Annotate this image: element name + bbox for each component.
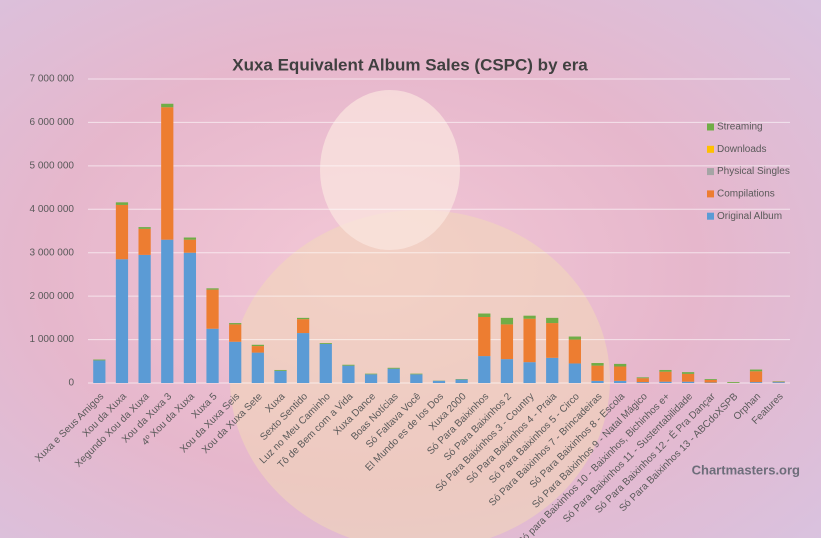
- bar-segment: [546, 317, 559, 324]
- background-figure: [320, 90, 460, 250]
- bar-segment: [138, 227, 151, 229]
- bar-segment: [500, 359, 514, 383]
- bar-segment: [591, 380, 604, 383]
- legend-swatch: [707, 145, 714, 153]
- bar-segment: [614, 366, 627, 381]
- y-tick-label: 4 000 000: [30, 204, 75, 215]
- bar-segment: [161, 103, 174, 108]
- bar-segment: [749, 382, 763, 383]
- bar-segment: [183, 239, 197, 253]
- bar-segment: [568, 336, 581, 340]
- bar-segment: [523, 362, 536, 383]
- bar-segment: [614, 363, 627, 367]
- bar-segment: [500, 317, 514, 325]
- bar-segment: [93, 360, 106, 383]
- bar-segment: [319, 343, 332, 344]
- bar-segment: [478, 316, 491, 357]
- y-tick-label: 7 000 000: [30, 74, 75, 85]
- bar-segment: [636, 378, 649, 383]
- bar-segment: [455, 379, 468, 383]
- bar-segment: [206, 328, 219, 383]
- bar-segment: [206, 289, 219, 329]
- watermark: Chartmasters.org: [692, 462, 800, 477]
- bar-segment: [229, 341, 242, 383]
- bar-segment: [704, 379, 717, 383]
- bar-segment: [297, 333, 310, 383]
- bar-segment: [342, 365, 355, 383]
- bar-segment: [138, 254, 151, 383]
- bar-segment: [546, 357, 559, 383]
- bar-segment: [636, 382, 649, 383]
- bar-segment: [659, 369, 672, 372]
- legend-swatch: [707, 168, 714, 176]
- bar-segment: [274, 369, 287, 371]
- bar-segment: [183, 252, 197, 383]
- bar-segment: [478, 356, 491, 383]
- legend-swatch: [707, 212, 714, 220]
- bar-segment: [659, 371, 672, 382]
- bar-segment: [410, 373, 423, 375]
- bar-segment: [138, 228, 151, 255]
- bar-segment: [478, 313, 491, 317]
- legend-swatch: [707, 190, 714, 198]
- bar-segment: [115, 202, 129, 205]
- bar-segment: [364, 373, 378, 375]
- y-tick-label: 5 000 000: [30, 160, 75, 171]
- bar-segment: [410, 374, 423, 383]
- bar-segment: [161, 239, 174, 383]
- bar-segment: [115, 259, 129, 383]
- bar-segment: [568, 339, 581, 364]
- bar-segment: [500, 324, 514, 360]
- legend-label: Streaming: [717, 122, 763, 133]
- bar-segment: [229, 323, 242, 325]
- bar-segment: [636, 377, 649, 379]
- y-tick-label: 2 000 000: [30, 291, 75, 302]
- bar-segment: [93, 359, 106, 361]
- bar-segment: [749, 369, 763, 372]
- bar-segment: [251, 352, 264, 383]
- bar-segment: [591, 363, 604, 366]
- legend-label: Original Album: [717, 211, 782, 222]
- bar-segment: [659, 381, 672, 383]
- bar-segment: [704, 379, 717, 380]
- bar-segment: [523, 318, 536, 363]
- bar-segment: [568, 363, 581, 383]
- bar-segment: [681, 372, 695, 374]
- bar-segment: [183, 237, 197, 240]
- y-tick-label: 3 000 000: [30, 247, 75, 258]
- bar-segment: [364, 374, 378, 383]
- bar-segment: [772, 382, 785, 383]
- legend-label: Downloads: [717, 144, 766, 155]
- bar-segment: [681, 373, 695, 382]
- y-tick-label: 6 000 000: [30, 117, 75, 128]
- bar-segment: [229, 324, 242, 342]
- bar-segment: [591, 365, 604, 381]
- bar-segment: [206, 288, 219, 290]
- bar-segment: [297, 317, 310, 320]
- bar-segment: [546, 323, 559, 358]
- bar-segment: [251, 344, 264, 347]
- bar-segment: [523, 315, 536, 319]
- legend-swatch: [707, 123, 714, 131]
- bar-segment: [319, 343, 332, 383]
- y-tick-label: 0: [68, 378, 74, 389]
- bar-segment: [614, 380, 627, 383]
- bar-segment: [115, 204, 129, 260]
- chart-title: Xuxa Equivalent Album Sales (CSPC) by er…: [232, 55, 588, 74]
- bar-segment: [681, 381, 695, 383]
- bar-segment: [387, 367, 400, 369]
- bar-segment: [342, 364, 355, 366]
- bar-segment: [297, 319, 310, 334]
- bar-segment: [432, 380, 446, 383]
- bar-segment: [161, 107, 174, 240]
- y-tick-label: 1 000 000: [30, 334, 75, 345]
- bar-segment: [274, 370, 287, 383]
- bar-segment: [749, 371, 763, 383]
- bar-segment: [727, 382, 740, 383]
- legend-label: Compilations: [717, 189, 775, 200]
- legend-label: Physical Singles: [717, 166, 790, 177]
- bar-segment: [251, 346, 264, 353]
- bar-segment: [387, 368, 400, 383]
